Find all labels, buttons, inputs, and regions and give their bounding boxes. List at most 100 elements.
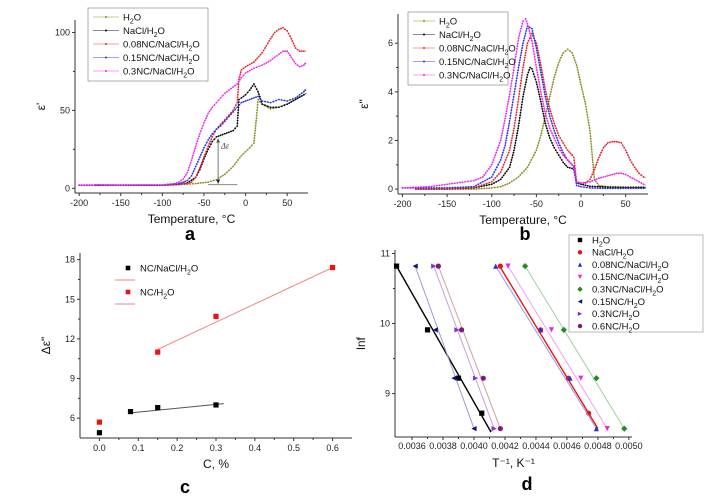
data-point — [467, 180, 469, 183]
data-point — [559, 137, 562, 139]
data-point — [196, 160, 199, 163]
data-point — [586, 116, 589, 119]
data-point — [506, 105, 509, 108]
data-point — [208, 137, 211, 139]
data-point — [516, 42, 519, 45]
data-point — [537, 76, 540, 79]
data-point — [535, 81, 538, 84]
data-point — [569, 162, 572, 165]
data-point — [261, 103, 264, 106]
data-point — [258, 55, 260, 58]
data-point — [535, 69, 538, 71]
data-point — [253, 83, 255, 85]
data-point — [563, 154, 566, 156]
x-tick-label: 50 — [282, 198, 292, 208]
data-point — [541, 78, 544, 81]
y-tick-label: 0 — [65, 183, 70, 193]
data-point — [604, 425, 610, 432]
data-point — [304, 62, 306, 65]
data-point — [261, 100, 264, 102]
data-point — [254, 59, 257, 62]
data-point — [629, 159, 632, 161]
data-point — [193, 150, 196, 152]
data-point — [566, 166, 569, 169]
data-point — [574, 61, 577, 64]
data-point — [480, 184, 483, 187]
data-point — [209, 140, 212, 143]
data-point — [553, 146, 556, 149]
data-point — [538, 327, 544, 333]
data-point — [256, 106, 259, 109]
data-point — [591, 161, 594, 164]
data-point — [194, 147, 196, 150]
data-point — [572, 165, 575, 167]
data-point — [501, 132, 504, 135]
data-point — [506, 183, 509, 185]
data-point — [577, 71, 580, 74]
data-point — [540, 66, 543, 69]
data-point — [599, 154, 601, 156]
data-point — [459, 327, 465, 333]
data-point — [508, 182, 511, 184]
data-point — [228, 131, 230, 134]
data-point — [606, 187, 609, 190]
data-point — [537, 142, 540, 144]
data-point — [545, 115, 547, 118]
data-point — [210, 143, 212, 146]
data-point — [538, 64, 541, 66]
data-point — [551, 86, 553, 88]
data-point — [508, 149, 511, 152]
data-point — [568, 50, 571, 52]
data-point — [114, 184, 117, 187]
data-point — [507, 124, 510, 127]
data-point — [513, 61, 516, 64]
data-point — [526, 44, 528, 47]
data-point — [503, 120, 506, 122]
data-point — [575, 64, 578, 66]
data-point — [510, 159, 513, 161]
data-point — [248, 98, 251, 101]
data-point — [545, 117, 548, 120]
data-point — [571, 167, 574, 170]
data-point — [536, 52, 539, 54]
data-point — [515, 114, 518, 116]
data-point — [573, 59, 576, 62]
data-point — [282, 50, 284, 53]
data-point — [551, 132, 553, 135]
data-point — [573, 162, 576, 164]
data-point — [582, 93, 585, 96]
data-point — [213, 402, 219, 408]
data-point — [580, 185, 582, 188]
data-point — [499, 139, 502, 142]
data-point — [523, 88, 526, 91]
data-point — [443, 187, 446, 189]
data-point — [597, 184, 600, 187]
data-point — [277, 98, 280, 101]
legend-label: NaCl/H2O — [592, 248, 634, 261]
data-point — [576, 69, 579, 71]
data-point — [509, 117, 511, 120]
data-point — [609, 174, 611, 177]
data-point — [548, 134, 550, 137]
data-point — [493, 171, 496, 174]
data-point — [542, 78, 545, 81]
data-point — [210, 108, 212, 111]
data-point — [221, 121, 224, 123]
data-point — [550, 90, 552, 93]
data-point — [529, 32, 531, 35]
data-point — [586, 113, 589, 116]
data-point — [549, 110, 552, 113]
data-point — [269, 107, 272, 110]
data-point — [519, 54, 522, 57]
data-point — [190, 181, 193, 183]
data-point — [191, 157, 194, 159]
data-point — [566, 159, 569, 161]
x-tick-label: 0.1 — [132, 443, 145, 453]
data-point — [500, 156, 503, 159]
data-point — [500, 134, 503, 137]
data-point — [493, 156, 496, 159]
data-point — [573, 167, 576, 170]
data-point — [302, 93, 305, 96]
data-point — [194, 165, 197, 168]
data-point — [225, 132, 228, 134]
